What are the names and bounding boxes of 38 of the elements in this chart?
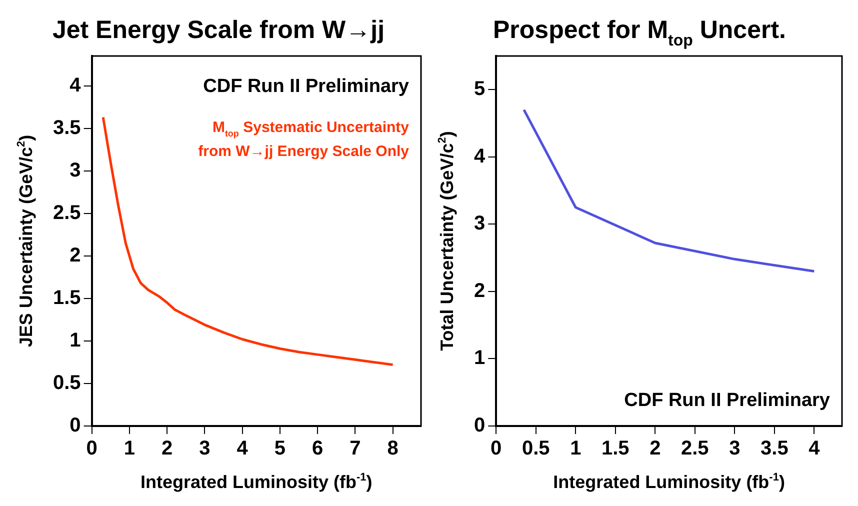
x-tick-label: 3.5 — [760, 438, 788, 460]
y-tick-label: 1 — [474, 347, 486, 370]
x-tick-label: 0.5 — [522, 438, 550, 460]
x-tick-label: 2.5 — [680, 438, 709, 460]
y-tick-label: 3.5 — [52, 116, 81, 139]
x-tick-label: 2 — [650, 438, 661, 460]
y-tick-label: 3 — [474, 212, 486, 235]
x-tick-label: 4 — [808, 438, 821, 460]
x-tick-label: 1 — [124, 438, 135, 460]
x-tick-label: 1 — [570, 438, 582, 460]
y-tick-label: 3 — [70, 159, 81, 182]
y-tick-label: 0 — [474, 414, 486, 437]
y-tick-label: 1.5 — [52, 286, 81, 309]
y-tick-label: 4 — [70, 74, 82, 96]
y-axis-title: Total Uncertainty (GeV/c2) — [436, 131, 457, 351]
x-tick-label: 4 — [236, 438, 249, 460]
x-tick-label: 6 — [312, 438, 324, 460]
x-tick-label: 7 — [350, 438, 361, 460]
x-tick-label: 3 — [729, 438, 740, 460]
y-tick-label: 0.5 — [52, 372, 81, 394]
x-tick-label: 5 — [274, 438, 286, 460]
y-axis-title: JES Uncertainty (GeV/c2) — [15, 134, 36, 348]
y-tick-label: 2.5 — [52, 202, 81, 224]
y-tick-label: 2 — [70, 244, 81, 266]
y-tick-label: 2 — [474, 280, 486, 302]
y-tick-label: 5 — [474, 78, 486, 100]
y-tick-label: 4 — [474, 145, 486, 168]
y-tick-label: 0 — [70, 414, 81, 437]
x-tick-label: 3 — [199, 438, 210, 460]
annotation: CDF Run II Preliminary — [624, 390, 830, 411]
chart-title: Jet Energy Scale from W→jj — [52, 16, 385, 44]
annotation: CDF Run II Preliminary — [203, 76, 410, 97]
y-tick-label: 1 — [70, 329, 81, 352]
x-tick-label: 2 — [161, 438, 173, 460]
x-tick-label: 1.5 — [601, 438, 630, 460]
x-tick-label: 8 — [387, 438, 398, 460]
x-tick-label: 0 — [86, 438, 98, 460]
x-tick-label: 0 — [490, 438, 502, 460]
